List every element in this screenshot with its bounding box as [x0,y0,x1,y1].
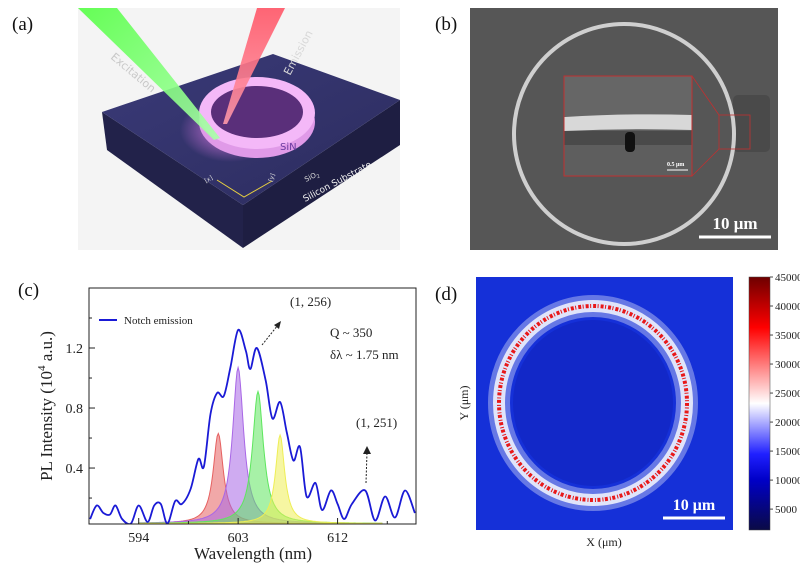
notch-emission-line [89,328,416,524]
colorbar-tick-label: 40000 [775,301,800,313]
peak-fits [138,365,383,524]
axis-indicator [216,179,273,198]
panel-b: (b) 0.5 μm 10 μm [435,8,778,250]
peak-green [138,389,383,524]
colorbar-tick-label: 10000 [775,475,800,487]
ring-red [497,304,689,502]
x-tick-label: 594 [128,531,149,546]
axis-y-label: [y] [267,173,276,183]
x-axis-label: Wavelength (nm) [194,544,312,563]
y-axis-label: PL Intensity (104 a.u.) [36,331,56,481]
map-y-label: Y (μm) [457,386,471,421]
inset-waveguide [564,114,692,131]
axis-ticks: 594 603 612 0.4 0.8 1.2 [66,317,388,546]
panel-label-a: (a) [12,14,33,35]
arrow-head-icon [363,446,371,454]
colorbar-ticks: 5000 10000 15000 20000 25000 30000 35000 40000 4… [770,272,800,516]
mode-label-1-256: (1, 256) [290,294,331,309]
map-x-label: X (μm) [586,535,621,549]
q-factor-label: Q ~ 350 [330,325,372,340]
panel-label-b: (b) [435,14,457,35]
inset-scale-label: 0.5 μm [667,162,684,168]
mode-label-1-251: (1, 251) [356,415,397,430]
ring-interior [513,320,673,486]
sin-ring-hole [211,86,303,138]
colorbar-tick-label: 5000 [775,504,798,516]
axis-x-label: [x] [204,175,215,185]
inset-upper [564,76,692,116]
colorbar-tick-label: 15000 [775,446,800,458]
colorbar-tick-label: 20000 [775,417,800,429]
colorbar-tick-label: 35000 [775,330,800,342]
y-tick-label: 1.2 [66,342,84,357]
peak-yellow [138,433,383,524]
pl-map [476,277,733,530]
sem-ring [512,22,736,246]
inset-notch [625,132,635,152]
colorbar-tick-label: 25000 [775,388,800,400]
panel-a: (a) Excitation Emission SiN SiO2 Silicon… [12,8,400,250]
mode-arrow-1 [261,324,279,346]
zoom-region [718,114,751,150]
excitation-beam [78,8,220,140]
plot-frame [88,287,417,525]
slab-left-face [102,112,243,248]
colorbar-tick-label: 45000 [775,272,800,284]
colorbar [748,276,771,531]
y-tick-label: 0.4 [66,462,84,477]
y-tick-label: 0.8 [66,402,84,417]
sem-pad [733,95,770,152]
arrow-head-icon [274,321,281,329]
device-schematic: Excitation Emission SiN SiO2 Silicon Sub… [78,8,400,250]
inset-frame [563,75,693,177]
x-tick-label: 603 [228,531,249,546]
linewidth-label: δλ ~ 1.75 nm [330,347,399,362]
panel-c: (c) 594 603 612 0.4 0.8 1.2 Wavelength (nm) P… [18,280,417,563]
scale-label-d: 10 μm [673,497,716,514]
colorbar-tick-label: 30000 [775,359,800,371]
emission-beam [223,8,285,124]
legend-label: Notch emission [124,315,193,327]
sin-label: SiN [280,142,297,153]
slab-right-face [243,100,400,248]
panel-label-c: (c) [18,280,39,301]
zoom-connector [691,75,720,116]
scale-label-b: 10 μm [712,214,757,233]
zoom-connector [691,148,720,177]
panel-d: (d) 10 μm X (μm) Y (μm) 5000 10000 15000 20… [435,272,800,549]
x-tick-label: 612 [327,531,348,546]
panel-label-d: (d) [435,284,457,305]
mode-arrow-2 [365,451,368,484]
sem-inset: 0.5 μm [563,75,693,177]
